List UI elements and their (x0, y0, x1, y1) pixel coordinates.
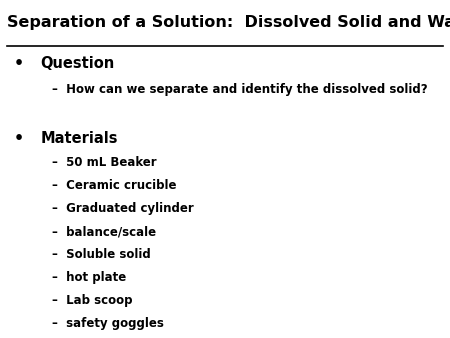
Text: –  How can we separate and identify the dissolved solid?: – How can we separate and identify the d… (52, 83, 428, 96)
Text: •: • (14, 131, 23, 146)
Text: –  balance/scale: – balance/scale (52, 225, 156, 238)
Text: –  Soluble solid: – Soluble solid (52, 248, 150, 261)
Text: Question: Question (40, 56, 115, 71)
Text: –  Lab scoop: – Lab scoop (52, 294, 132, 307)
Text: Separation of a Solution:  Dissolved Solid and Water: Separation of a Solution: Dissolved Soli… (7, 15, 450, 30)
Text: –  hot plate: – hot plate (52, 271, 126, 284)
Text: –  Ceramic crucible: – Ceramic crucible (52, 179, 176, 192)
Text: –  safety goggles: – safety goggles (52, 317, 164, 330)
Text: –  Graduated cylinder: – Graduated cylinder (52, 202, 194, 215)
Text: Materials: Materials (40, 131, 118, 146)
Text: •: • (14, 56, 23, 71)
Text: –  50 mL Beaker: – 50 mL Beaker (52, 156, 157, 169)
